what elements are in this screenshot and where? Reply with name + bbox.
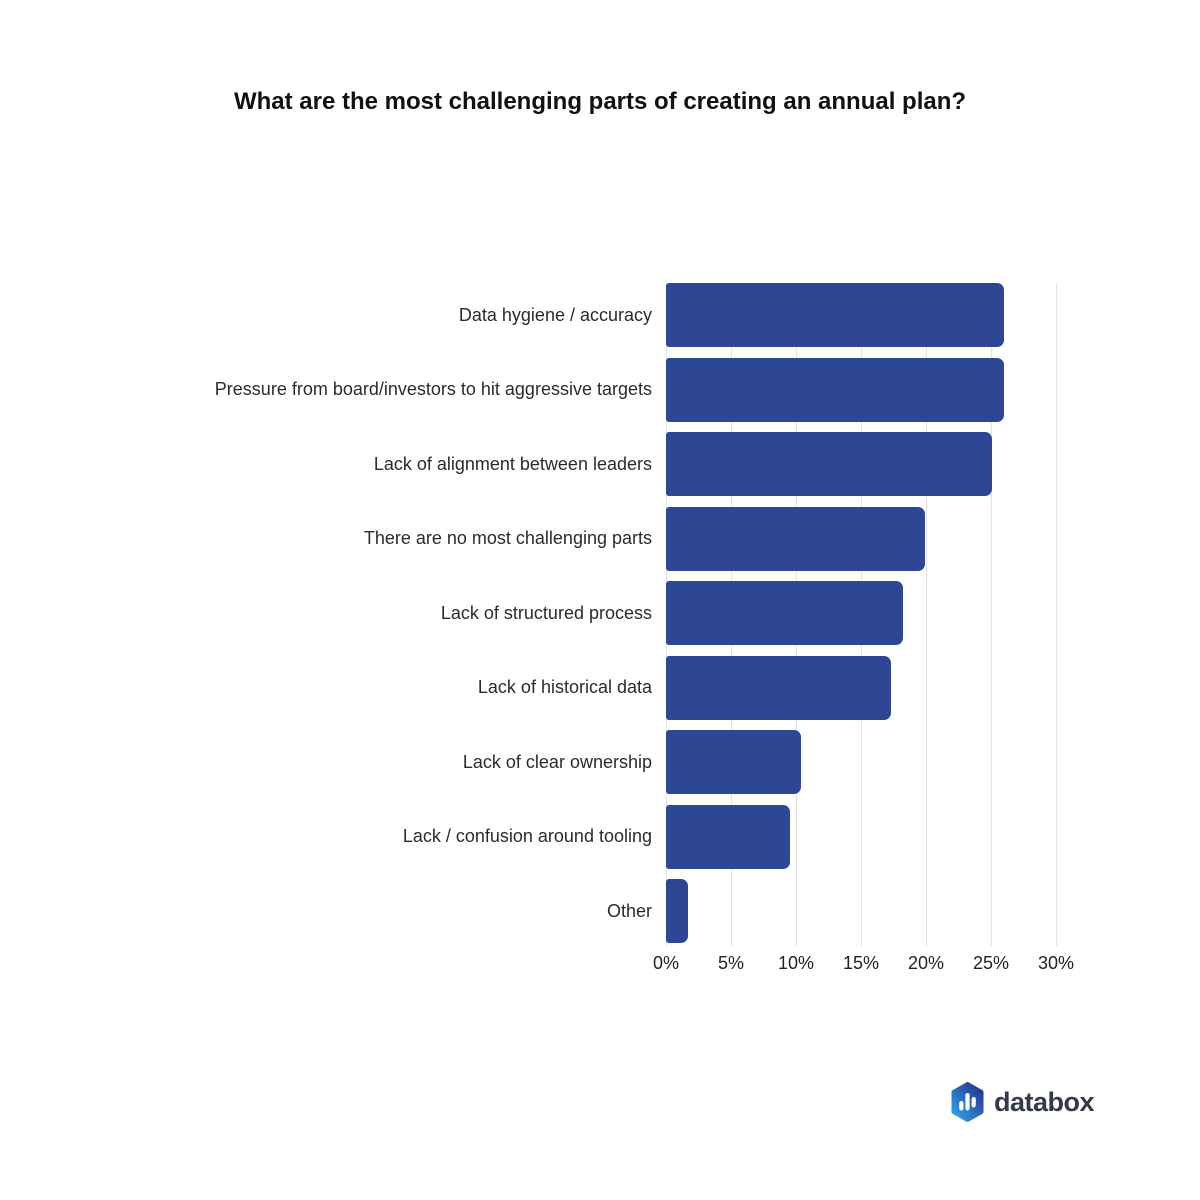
category-label: Lack of structured process — [440, 602, 652, 623]
bar-5 — [666, 581, 903, 645]
gridline — [926, 283, 927, 946]
category-label: Other — [606, 900, 652, 921]
logo-mini-bars — [959, 1093, 976, 1111]
x-tick-label: 20% — [907, 953, 945, 973]
databox-hexagon-icon — [951, 1082, 984, 1122]
databox-logo: databox — [950, 1082, 1095, 1122]
bar-3 — [666, 432, 993, 496]
bar-6 — [666, 655, 891, 720]
bar-7 — [666, 730, 802, 794]
category-labels: Data hygiene / accuracy Pressure from boa… — [0, 283, 652, 946]
x-axis: 0% 5% 10% 15% 20% 25% 30% — [653, 953, 1074, 977]
category-label: Lack of alignment between leaders — [373, 453, 652, 474]
bar-2 — [666, 357, 1004, 422]
gridline — [1056, 283, 1057, 946]
bar-8 — [666, 804, 790, 869]
x-tick-label: 0% — [652, 953, 680, 973]
category-label: Lack / confusion around tooling — [402, 826, 652, 846]
category-label: Data hygiene / accuracy — [458, 304, 652, 325]
x-tick-label: 15% — [842, 953, 880, 973]
bar-4 — [666, 506, 925, 571]
bar-1 — [666, 283, 1004, 347]
category-label: Lack of clear ownership — [462, 751, 652, 772]
bar-9 — [666, 879, 689, 943]
x-tick-label: 25% — [972, 953, 1010, 973]
category-label: There are no most challenging parts — [363, 528, 652, 548]
bar-chart-plot-area — [666, 283, 1057, 946]
chart-title: What are the most challenging parts of c… — [233, 88, 967, 115]
x-tick-label: 5% — [717, 953, 745, 973]
category-label: Pressure from board/investors to hit agg… — [214, 379, 652, 399]
x-tick-label: 10% — [777, 953, 815, 973]
databox-logo-text: databox — [994, 1087, 1095, 1117]
x-tick-label: 30% — [1037, 953, 1075, 973]
category-label: Lack of historical data — [477, 677, 652, 697]
gridline — [991, 283, 992, 946]
